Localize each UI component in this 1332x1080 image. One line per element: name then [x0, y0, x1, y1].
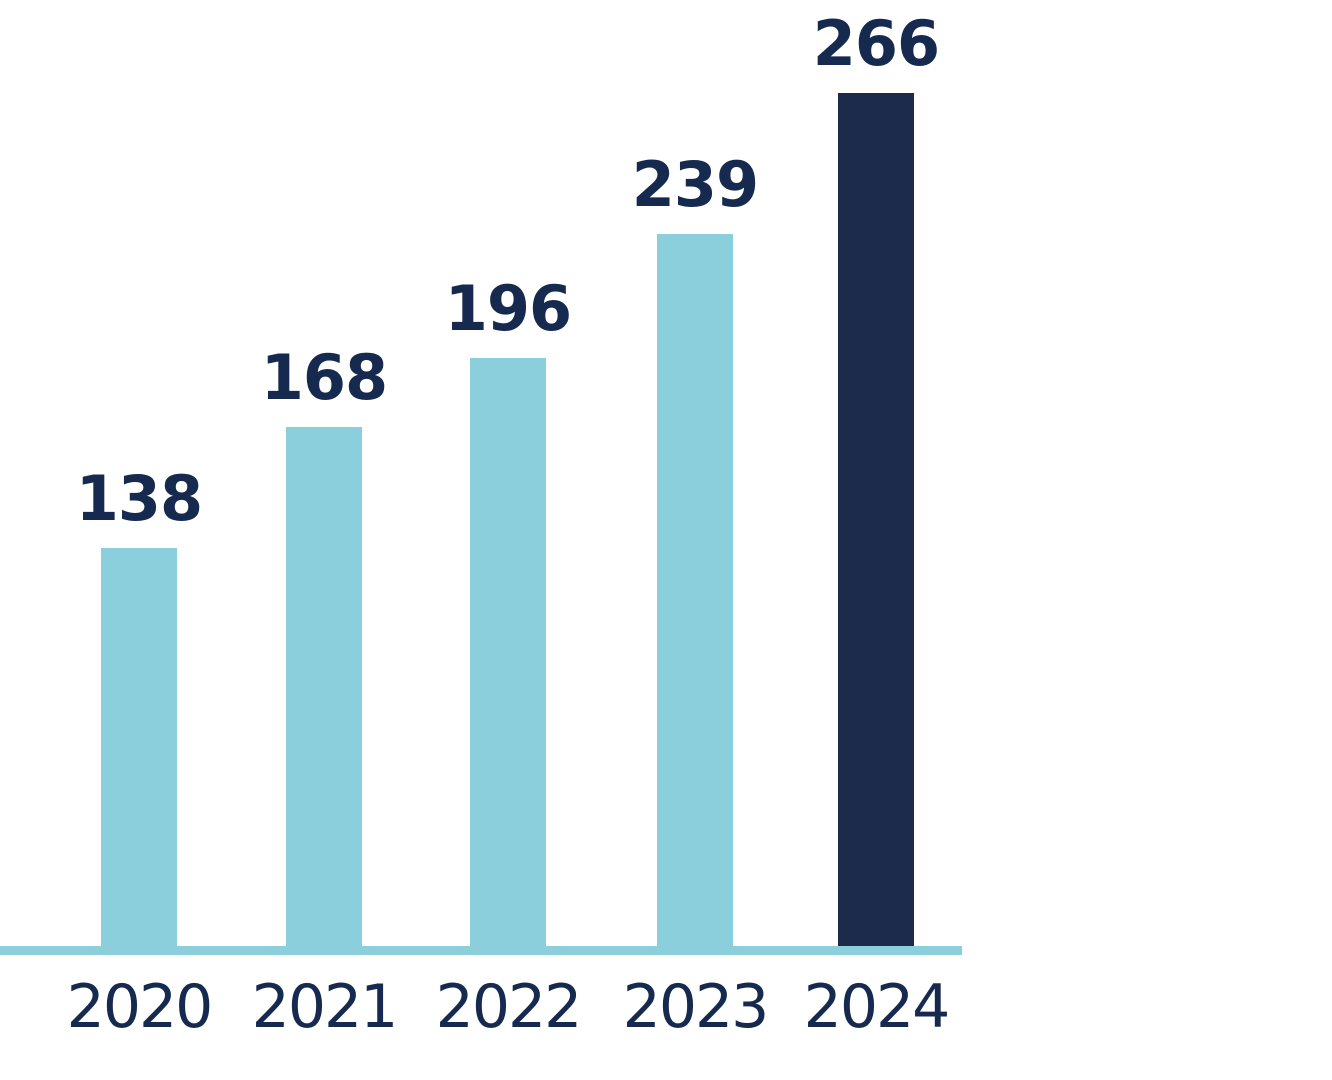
value-label-2022: 196	[444, 272, 572, 345]
bar-2023	[657, 234, 733, 946]
bar-2021	[286, 427, 362, 946]
value-label-2021: 168	[260, 341, 388, 414]
x-axis-label-2024: 2024	[803, 972, 951, 1042]
bar-2020	[101, 548, 177, 946]
bar-2024-highlighted	[838, 93, 914, 946]
bar-2022	[470, 358, 546, 946]
x-axis-label-2023: 2023	[622, 972, 770, 1042]
x-axis-label-2020: 2020	[66, 972, 214, 1042]
value-label-2023: 239	[631, 148, 759, 221]
x-axis-label-2021: 2021	[251, 972, 399, 1042]
x-axis-line	[0, 946, 962, 955]
x-axis-label-2022: 2022	[435, 972, 583, 1042]
value-label-2020: 138	[75, 462, 203, 535]
value-label-2024: 266	[812, 7, 940, 80]
